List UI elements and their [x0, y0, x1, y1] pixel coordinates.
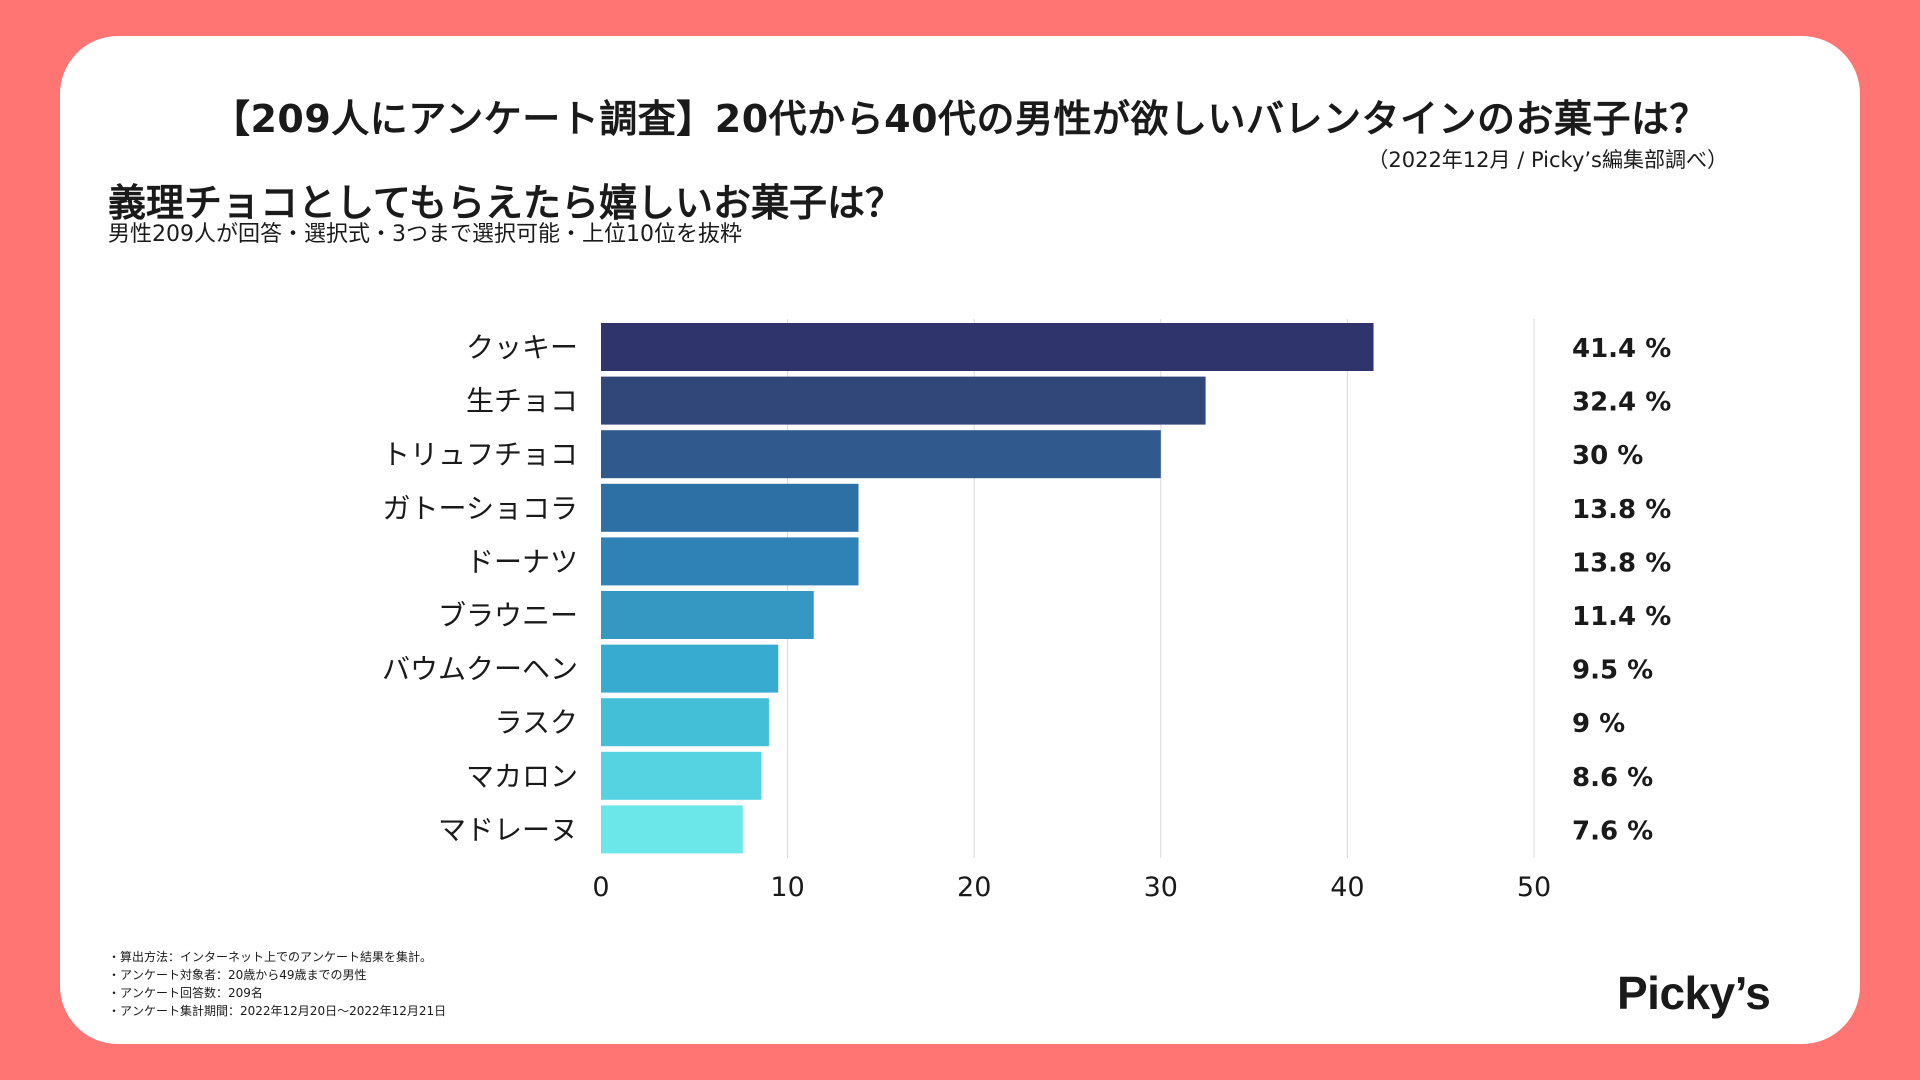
- category-label: マカロン: [466, 760, 578, 793]
- bar: [601, 591, 814, 639]
- bar: [601, 805, 743, 854]
- value-label: 9 %: [1572, 709, 1625, 739]
- category-label: 生チョコ: [466, 385, 578, 418]
- category-label: ガトーショコラ: [383, 492, 578, 525]
- bar: [601, 644, 779, 693]
- value-label: 7.6 %: [1572, 816, 1653, 846]
- footnote: ・アンケート対象者：20歳から49歳までの男性: [108, 968, 367, 982]
- value-label: 13.8 %: [1572, 495, 1671, 525]
- value-label: 11.4 %: [1572, 602, 1671, 632]
- x-tick-label: 20: [957, 872, 991, 903]
- value-label: 41.4 %: [1572, 334, 1671, 364]
- x-tick-label: 30: [1144, 872, 1178, 903]
- x-tick-label: 40: [1330, 872, 1364, 903]
- bar-chart: 0 10 20 30 40 50 クッキー 41.4 % 生チョコ 32.4 % トリュフチョコ 30…: [382, 319, 1671, 903]
- category-label: ラスク: [495, 706, 578, 739]
- category-label: ブラウニー: [438, 599, 578, 632]
- value-label: 13.8 %: [1572, 548, 1671, 578]
- bar: [601, 376, 1206, 425]
- category-label: クッキー: [466, 331, 578, 364]
- bar: [601, 537, 859, 586]
- survey-credit: （2022年12月 / Picky’s編集部調べ）: [1367, 148, 1728, 172]
- bar: [601, 698, 769, 747]
- value-label: 8.6 %: [1572, 763, 1653, 793]
- category-label: ドーナツ: [466, 545, 578, 578]
- picky-logo: Picky’s: [1617, 967, 1771, 1019]
- chart-subtitle: 義理チョコとしてもらえたら嬉しいお菓子は？: [108, 181, 903, 225]
- value-label: 9.5 %: [1572, 656, 1653, 686]
- page-title: 【209人にアンケート調査】20代から40代の男性が欲しいバレンタインのお菓子は…: [211, 97, 1709, 141]
- footnotes: ・算出方法：インターネット上でのアンケート結果を集計。 ・アンケート対象者：20…: [108, 948, 446, 1020]
- footnote: ・アンケート回答数：209名: [108, 986, 263, 1000]
- card: 【209人にアンケート調査】20代から40代の男性が欲しいバレンタインのお菓子は…: [60, 36, 1860, 1044]
- x-tick-label: 50: [1517, 872, 1551, 903]
- category-label: バウムクーヘン: [382, 653, 578, 686]
- footnote: ・算出方法：インターネット上でのアンケート結果を集計。: [108, 950, 433, 964]
- category-label: マドレーヌ: [438, 813, 578, 846]
- x-tick-label: 10: [770, 872, 804, 903]
- bar: [601, 751, 762, 800]
- footnote: ・アンケート集計期間：2022年12月20日〜2022年12月21日: [108, 1004, 447, 1018]
- bar: [601, 483, 859, 532]
- value-label: 30 %: [1572, 441, 1643, 471]
- bar: [601, 430, 1161, 479]
- x-tick-label: 0: [592, 872, 609, 903]
- bar: [601, 323, 1374, 371]
- value-label: 32.4 %: [1572, 388, 1671, 418]
- chart-note: 男性209人が回答・選択式・3つまで選択可能・上位10位を抜粋: [108, 222, 742, 247]
- category-label: トリュフチョコ: [382, 438, 578, 471]
